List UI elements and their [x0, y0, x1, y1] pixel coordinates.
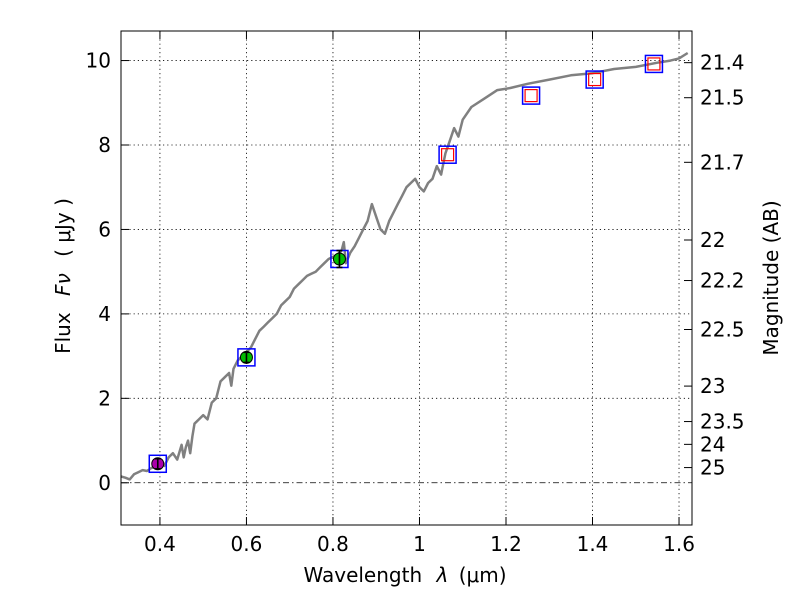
y2-tick-label: 21.7	[700, 150, 745, 174]
model-flux-box	[585, 70, 604, 89]
y-tick-label: 10	[86, 49, 111, 73]
y2-tick-label: 22	[700, 228, 725, 252]
plot-area-frame	[120, 30, 693, 526]
y2-tick-label: 21.5	[700, 86, 745, 110]
x-tick-label: 1.6	[663, 532, 695, 556]
y2-tick-label: 23	[700, 374, 725, 398]
x-tick-label: 0.4	[144, 532, 176, 556]
y-axis-ticks: 0 2 4 6 8 10	[86, 49, 129, 495]
model-flux-box	[644, 54, 664, 74]
photometry-point-i	[330, 249, 349, 269]
y2-tick-label: 24	[700, 432, 725, 456]
observed-flux-square	[524, 88, 538, 103]
y-axis-label: Flux Fν ( μJy )	[51, 198, 75, 354]
x-tick-label: 1.2	[490, 532, 522, 556]
y-tick-label: 0	[98, 471, 111, 495]
observed-flux-square	[647, 57, 661, 71]
photometry-point-g	[237, 348, 256, 367]
observed-flux-square	[440, 148, 455, 162]
x-tick-label: 0.8	[317, 532, 349, 556]
photometry-point-z	[438, 145, 457, 164]
model-flux-box	[438, 145, 457, 164]
model-flux-box	[521, 86, 541, 105]
y2-tick-label: 21.4	[700, 51, 745, 75]
y-tick-label: 2	[98, 386, 111, 410]
photometry-point-u	[148, 454, 168, 474]
x-tick-label: 1	[413, 532, 426, 556]
y2-tick-label: 25	[700, 456, 725, 480]
x-axis-label: Wavelength λ (μm)	[303, 563, 506, 587]
y2-tick-label: 22.5	[700, 318, 745, 342]
x-axis-ticks: 0.4 0.6 0.8 1 1.2 1.4 1.6	[144, 31, 695, 556]
model-spectrum-line	[120, 51, 689, 481]
y2-tick-label: 22.2	[700, 269, 745, 293]
x-tick-label: 1.4	[577, 532, 609, 556]
observed-flux-square	[588, 72, 602, 87]
y-tick-label: 6	[98, 217, 111, 241]
y-tick-label: 4	[98, 302, 111, 326]
model-flux-box	[148, 454, 168, 474]
grid-lines	[121, 31, 692, 525]
photometry-points	[148, 54, 664, 474]
model-flux-box	[237, 348, 256, 367]
y-tick-label: 8	[98, 133, 111, 157]
y2-tick-label: 23.5	[700, 410, 745, 434]
photometry-point-H	[585, 70, 604, 89]
x-tick-label: 0.6	[231, 532, 263, 556]
photometry-point-K	[644, 54, 664, 74]
y2-axis-label: Magnitude (AB)	[759, 200, 783, 355]
photometry-point-J	[521, 86, 541, 105]
